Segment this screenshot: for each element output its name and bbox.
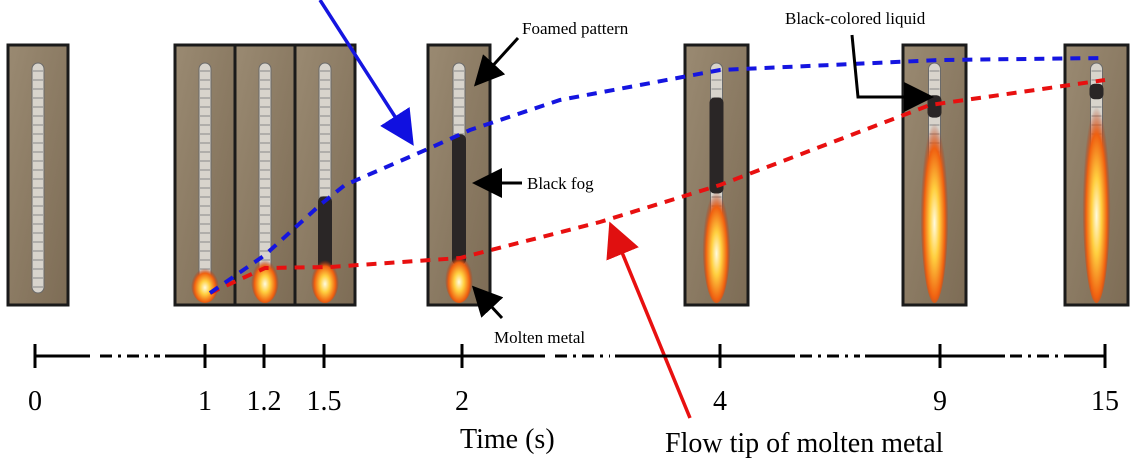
page: {"annotations": {"foamed_pattern": "Foam… [0,0,1137,472]
molten-glow [1083,85,1111,303]
timeline [35,344,1105,368]
label: Flow tip of molten metal [665,428,944,459]
tick-label: 0 [28,386,42,417]
label: Black fog [527,174,594,193]
molten-glow [703,180,731,304]
tick-label: 2 [455,386,469,417]
figure: Foamed pattern Black-colored liquid Blac… [0,0,1137,472]
tick-label: 4 [713,386,727,417]
black-region [452,134,466,264]
red-arrow [612,228,690,418]
black-region [710,98,724,194]
tick-label: 1 [198,386,212,417]
tick-label: 1.2 [247,386,282,417]
label: Black-colored liquid [785,9,926,28]
tick-label: 9 [933,386,947,417]
label: Molten metal [494,328,585,347]
tick-label: 1.5 [307,386,342,417]
molten-glow [191,265,219,303]
axis-label: Time (s) [460,424,555,455]
molten-glow [311,255,339,303]
tick-label: 15 [1091,386,1119,417]
label: Foamed pattern [522,19,629,38]
molten-glow [921,104,949,303]
